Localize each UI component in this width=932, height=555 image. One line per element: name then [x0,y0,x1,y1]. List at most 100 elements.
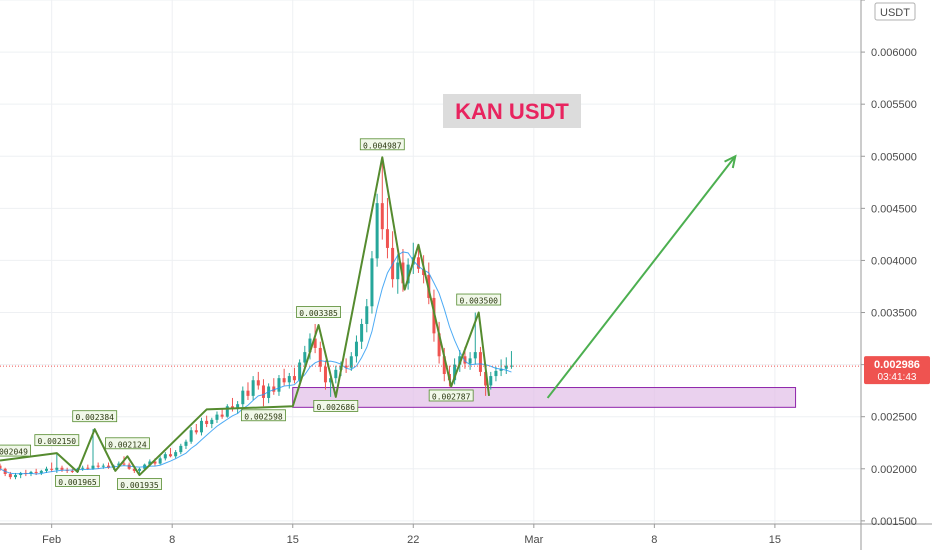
candle-body [318,347,322,367]
candle-body [44,468,48,471]
pivot-label-box [241,409,286,422]
candle-body [137,468,141,471]
projection-arrow [546,155,737,399]
pivot-label: 0.002686 [317,403,356,412]
candle-body [153,461,157,464]
x-tick-label: Mar [524,534,543,546]
candle-body [272,386,276,392]
x-tick-label: 8 [169,534,175,546]
candle-body [96,465,100,467]
candle-body [375,203,379,259]
currency-box[interactable]: USDT [874,2,916,21]
pivot-label-box [296,306,341,318]
support-zone [292,387,797,408]
candle-body [117,463,121,466]
title-badge: KAN USDT [443,94,581,128]
candle-body [458,356,462,365]
candle-body [251,380,255,396]
candle-body [148,461,152,465]
candle-body [8,473,12,478]
candle-body [442,356,446,374]
pivot-label-box [55,475,100,487]
candle-body [241,390,245,405]
candle-body [484,371,488,386]
candle-body [308,338,312,353]
candle-body [101,465,105,467]
candle-body [468,358,472,364]
candle-body [163,454,167,459]
candle-body [179,445,183,453]
pivot-label-box [359,138,405,151]
y-axis[interactable]: 0.006000 0.005500 0.005000 0.004500 0.004000… [861,0,917,528]
pivot-label-box [0,444,32,457]
zigzag-line [0,156,491,477]
candle-body [282,378,286,383]
pivot-label: 0.001965 [58,478,97,487]
pivot-label-box [117,478,162,490]
pivot-label: 0.002787 [432,392,471,401]
x-axis[interactable]: Feb 8 15 22 Mar 8 15 [42,524,781,546]
candle-body [205,420,209,424]
candle-body [365,306,369,324]
pivot-label-box [105,437,150,450]
candle-body [509,365,513,367]
pivot-label: 0.002598 [244,412,283,421]
candle-body [370,258,374,307]
candle-body [380,203,384,230]
x-tick-label: 15 [287,534,299,546]
candle-body [122,463,126,465]
y-tick-label: 0.005000 [871,151,917,163]
x-tick-label: Feb [42,534,61,546]
chart-title: KAN USDT [455,99,569,124]
candle-body [287,376,291,383]
candle-body [91,465,95,469]
moving-average-line [0,251,512,475]
zigzag-layer [0,156,491,477]
pivot-label-box [34,434,80,447]
candle-body [267,386,271,398]
candle-body [50,468,54,470]
candle-body [246,390,250,396]
candle-body [132,468,136,471]
candle-body [194,430,198,433]
candle-body [489,376,493,386]
candle-body [344,365,348,368]
pivot-label: 0.002049 [0,448,28,457]
candle-body [236,404,240,409]
candles [0,157,861,480]
candle-body [39,470,43,473]
candle-body [261,385,265,398]
candle-body [230,406,234,409]
candle-body [158,458,162,464]
pivot-label: 0.004987 [363,141,402,150]
currency-label: USDT [880,7,910,19]
candle-body [0,465,2,469]
pivot-label-box [428,389,474,402]
candle-body [504,365,508,369]
candle-body [210,419,214,424]
x-tick-label: 22 [407,534,419,546]
candle-body [277,378,281,392]
candle-body [55,467,59,470]
candle-body [334,369,338,379]
pivot-label-box [456,293,502,306]
candle-body [416,257,420,269]
pivot-label-box [313,400,359,412]
candle-body [225,406,229,417]
candle-body [174,452,178,457]
projection-arrow-head [724,154,737,169]
candle-body [70,470,74,472]
candle-body [473,352,477,359]
y-tick-label: 0.004000 [871,255,917,267]
candle-body [437,333,441,357]
pivot-label: 0.003500 [459,297,498,306]
support-zone-layer [292,387,797,408]
candle-body [298,362,302,381]
y-tick-label: 0.003500 [871,308,917,320]
candle-body [60,467,64,470]
y-tick-label: 0.004500 [871,203,917,215]
candle-body [86,467,90,469]
candle-body [220,414,224,417]
